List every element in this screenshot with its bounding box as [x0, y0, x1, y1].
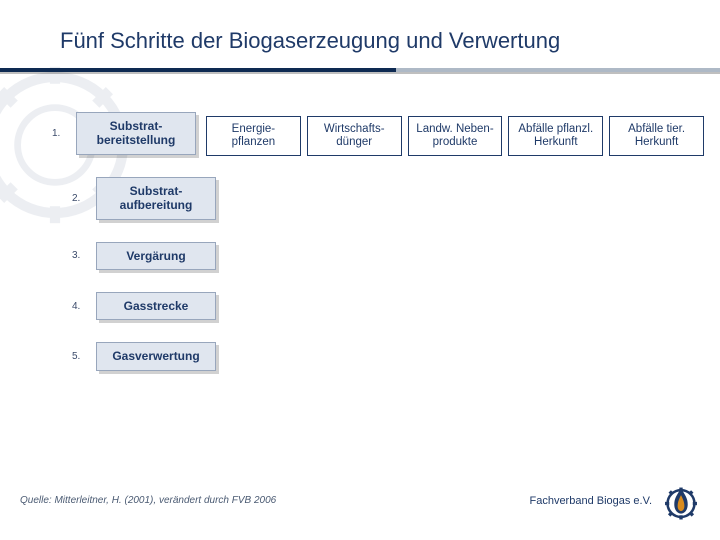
step-box: Gasverwertung [96, 342, 216, 370]
step-box: Vergärung [96, 242, 216, 270]
title-underline [0, 68, 720, 72]
step-number: 4. [72, 301, 96, 312]
category-box: Abfälle tier. Herkunft [609, 116, 704, 156]
step-number: 1. [52, 128, 76, 139]
steps-column: 1. Substrat- bereitstellung 2. Substrat-… [52, 112, 216, 393]
source-citation: Quelle: Mitterleitner, H. (2001), veränd… [20, 495, 276, 506]
logo-text: Fachverband Biogas e.V. [529, 495, 652, 507]
step-row: 3. Vergärung [72, 242, 216, 270]
step-box: Substrat- aufbereitung [96, 177, 216, 220]
flame-gear-icon [660, 480, 702, 522]
step-row: 1. Substrat- bereitstellung [52, 112, 216, 155]
step-row: 5. Gasverwertung [72, 342, 216, 370]
step-box: Substrat- bereitstellung [76, 112, 196, 155]
category-box: Abfälle pflanzl. Herkunft [508, 116, 603, 156]
step-box: Gasstrecke [96, 292, 216, 320]
slide-root: Fünf Schritte der Biogaserzeugung und Ve… [0, 0, 720, 540]
category-box: Landw. Neben- produkte [408, 116, 503, 156]
page-title: Fünf Schritte der Biogaserzeugung und Ve… [60, 28, 700, 54]
step-number: 2. [72, 193, 96, 204]
step-row: 4. Gasstrecke [72, 292, 216, 320]
step-number: 5. [72, 351, 96, 362]
footer-logo: Fachverband Biogas e.V. [529, 480, 702, 522]
step-number: 3. [72, 250, 96, 261]
category-row: Energie- pflanzen Wirtschafts- dünger La… [206, 116, 704, 156]
category-box: Energie- pflanzen [206, 116, 301, 156]
step-row: 2. Substrat- aufbereitung [72, 177, 216, 220]
category-box: Wirtschafts- dünger [307, 116, 402, 156]
